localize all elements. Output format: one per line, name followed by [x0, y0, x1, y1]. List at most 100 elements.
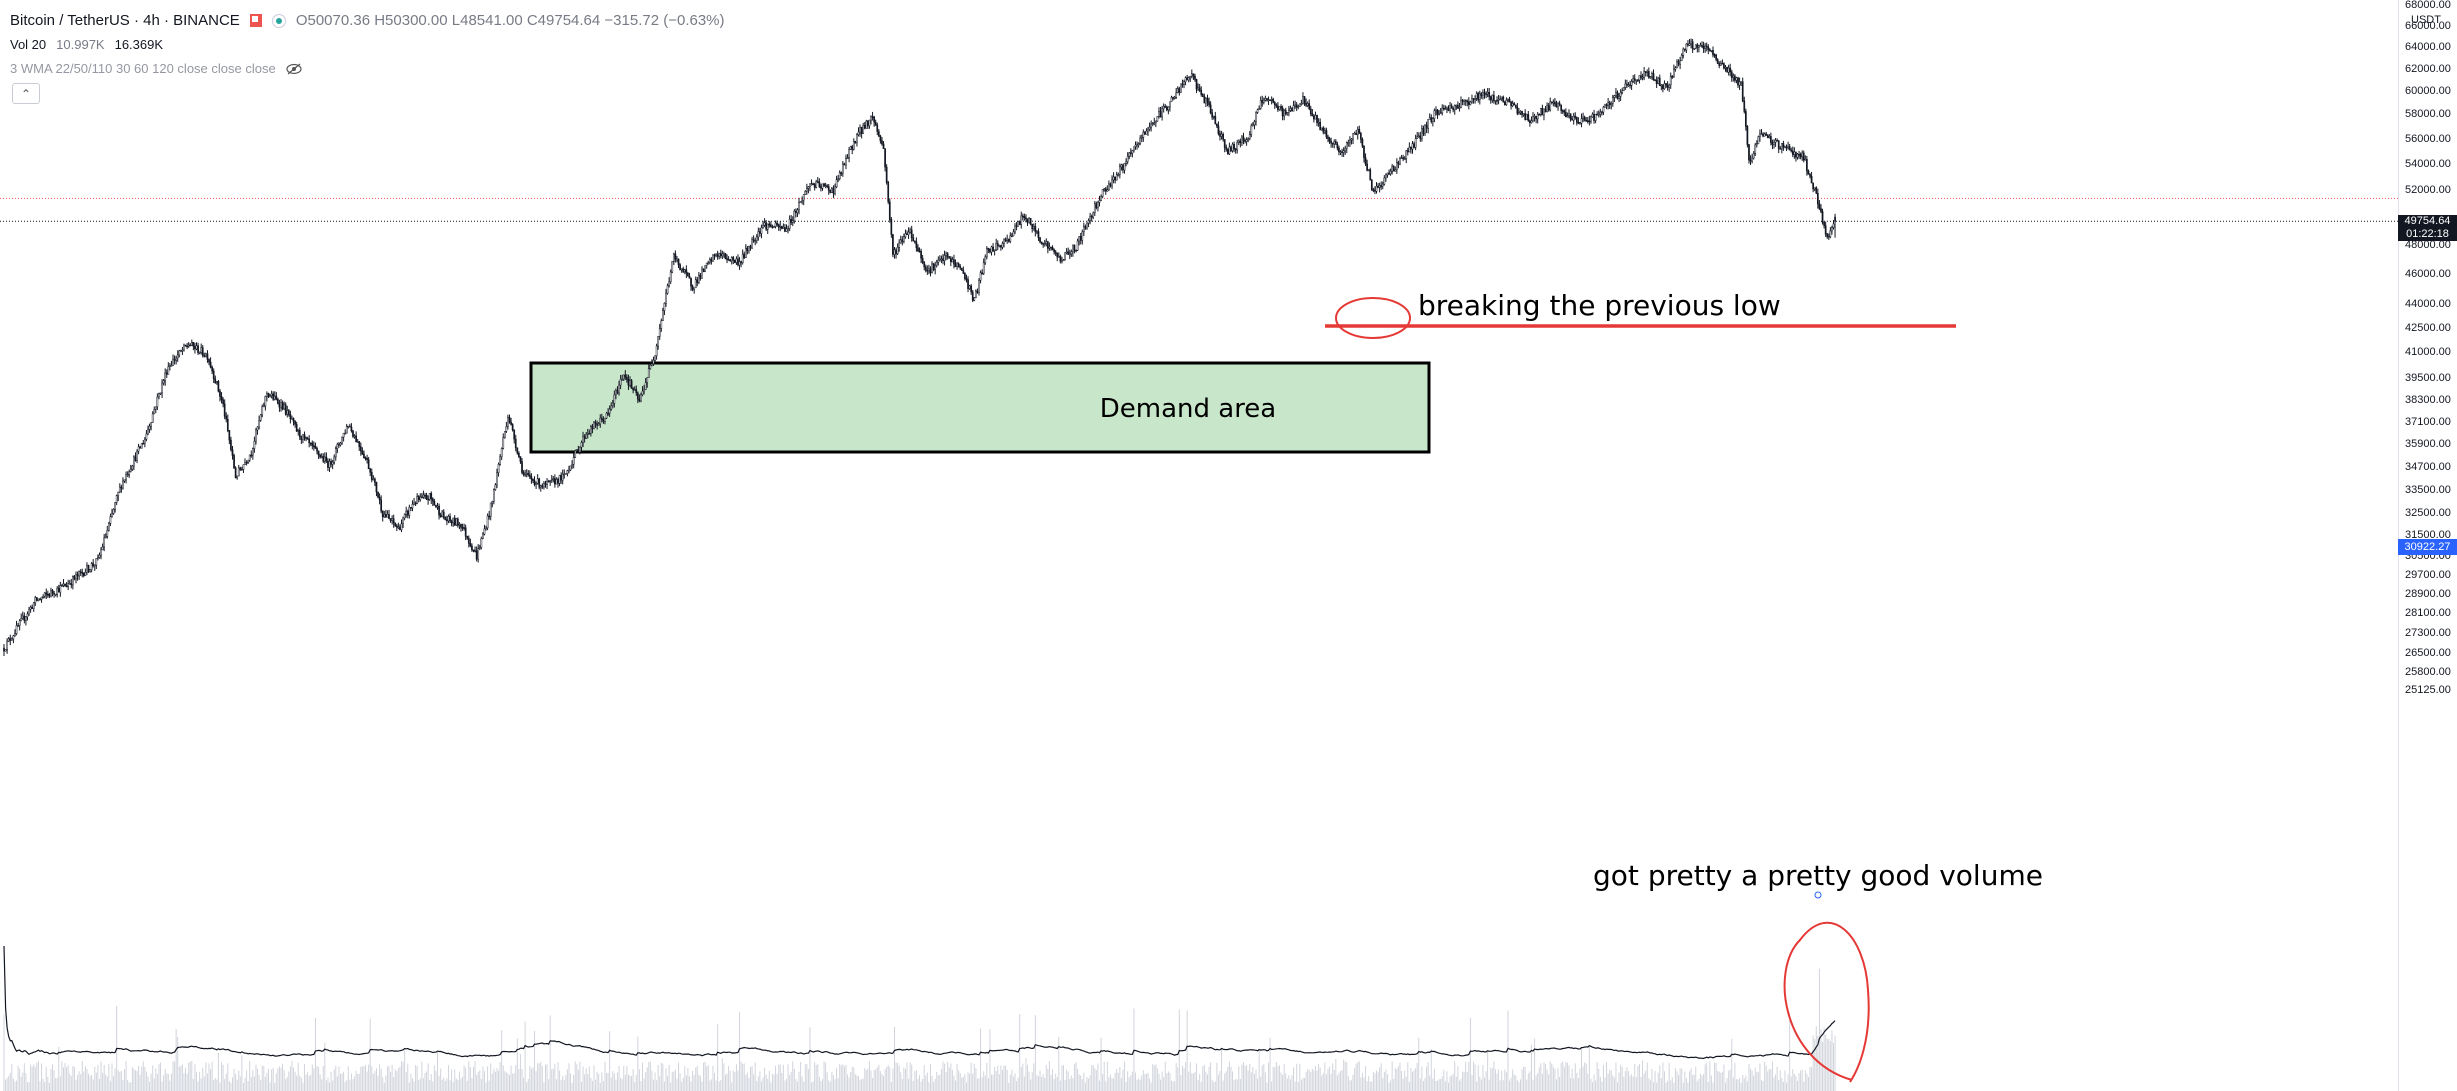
- candle-body: [1497, 99, 1500, 101]
- volume-bar: [1468, 1061, 1470, 1091]
- price-axis-tick: 28900.00: [2405, 588, 2451, 600]
- candle-body: [1250, 125, 1253, 135]
- volume-bar: [678, 1062, 680, 1091]
- volume-bar: [1557, 1067, 1559, 1091]
- candle-body: [564, 473, 567, 475]
- volume-bar: [1509, 1080, 1511, 1091]
- eye-icon[interactable]: [286, 63, 302, 75]
- candle-body: [1392, 166, 1395, 172]
- volume-bar: [1570, 1077, 1572, 1091]
- volume-bar: [1640, 1076, 1642, 1091]
- candle-body: [61, 585, 63, 587]
- volume-bar: [1358, 1061, 1360, 1091]
- volume-bar: [505, 1072, 507, 1091]
- volume-bar: [1200, 1081, 1202, 1091]
- volume-bar: [294, 1071, 296, 1091]
- volume-bar: [945, 1071, 947, 1091]
- candle-body: [525, 473, 528, 475]
- volume-bar: [1692, 1075, 1694, 1091]
- volume-bar: [249, 1061, 251, 1091]
- candle-body: [436, 505, 439, 508]
- volume-bar: [1643, 1073, 1645, 1091]
- candle-body: [1796, 153, 1799, 158]
- candle-body: [291, 418, 293, 420]
- candle-body: [735, 258, 738, 263]
- volume-bar: [934, 1078, 936, 1091]
- candle-body: [790, 219, 793, 223]
- volume-bar: [274, 1082, 276, 1091]
- volume-bar: [1053, 1078, 1055, 1091]
- candle-body: [439, 514, 442, 518]
- collapse-legend-button[interactable]: ⌃: [12, 83, 40, 104]
- candle-body: [978, 280, 980, 293]
- volume-bar: [1779, 1070, 1781, 1091]
- volume-bar: [1386, 1074, 1388, 1091]
- candle-body: [194, 345, 196, 350]
- volume-bar: [976, 1078, 978, 1091]
- volume-bar: [338, 1066, 340, 1091]
- volume-bar: [972, 1073, 974, 1091]
- candle-body: [139, 446, 142, 449]
- volume-bar: [1052, 1069, 1054, 1091]
- candle-body: [1588, 120, 1591, 123]
- volume-label[interactable]: Vol 20: [10, 37, 47, 52]
- candle-body: [458, 524, 461, 526]
- volume-bar: [1800, 1070, 1802, 1091]
- candle-body: [97, 557, 99, 559]
- candle-body: [1536, 114, 1539, 120]
- volume-bar: [591, 1080, 593, 1091]
- volume-bar: [1170, 1080, 1172, 1091]
- candle-body: [613, 394, 616, 404]
- candle-body: [824, 185, 827, 187]
- symbol-title[interactable]: Bitcoin / TetherUS · 4h · BINANCE: [10, 12, 240, 29]
- volume-bar: [1679, 1068, 1681, 1091]
- candle-body: [280, 402, 282, 408]
- flag-icon[interactable]: [249, 14, 262, 27]
- candle-body: [813, 184, 816, 188]
- volume-bar: [1460, 1078, 1462, 1091]
- volume-bar: [928, 1082, 930, 1091]
- candle-body: [1037, 231, 1040, 238]
- candle-body: [655, 345, 658, 357]
- candle-body: [278, 403, 281, 408]
- candle-body: [1691, 41, 1694, 49]
- volume-bar: [565, 1074, 567, 1091]
- candle-body: [1665, 83, 1667, 86]
- volume-bar: [457, 1080, 459, 1091]
- candle-body: [920, 251, 922, 259]
- volume-bar: [820, 1081, 822, 1091]
- candle-body: [840, 172, 843, 174]
- candle-body: [253, 440, 256, 449]
- volume-bar: [914, 1071, 916, 1091]
- candle-body: [144, 438, 146, 444]
- volume-bar: [1142, 1070, 1144, 1091]
- candle-body: [1713, 54, 1716, 56]
- volume-bar: [1379, 1067, 1381, 1091]
- candle-body: [1502, 96, 1505, 103]
- volume-bar: [787, 1064, 789, 1091]
- volume-bar: [1327, 1069, 1329, 1091]
- volume-bar: [1415, 1068, 1417, 1091]
- volume-bar: [573, 1074, 575, 1091]
- candle-body: [430, 493, 433, 499]
- candle-body: [827, 186, 830, 191]
- candle-body: [788, 219, 791, 229]
- wma-label[interactable]: 3 WMA 22/50/110 30 60 120 close close cl…: [10, 61, 276, 76]
- candle-body: [93, 564, 96, 567]
- candle-body: [522, 472, 525, 475]
- candle-body: [860, 127, 863, 134]
- volume-bar: [1430, 1049, 1432, 1091]
- volume-bar: [1645, 1070, 1647, 1091]
- volume-bar: [760, 1081, 762, 1091]
- volume-bar: [646, 1067, 648, 1091]
- candle-body: [361, 450, 364, 455]
- candle-body: [103, 537, 106, 548]
- candle-body: [497, 464, 500, 473]
- candle-body: [1507, 98, 1509, 101]
- candle-body: [1655, 80, 1658, 84]
- volume-bar: [751, 1066, 753, 1091]
- candle-body: [748, 245, 750, 252]
- candle-body: [1140, 137, 1143, 139]
